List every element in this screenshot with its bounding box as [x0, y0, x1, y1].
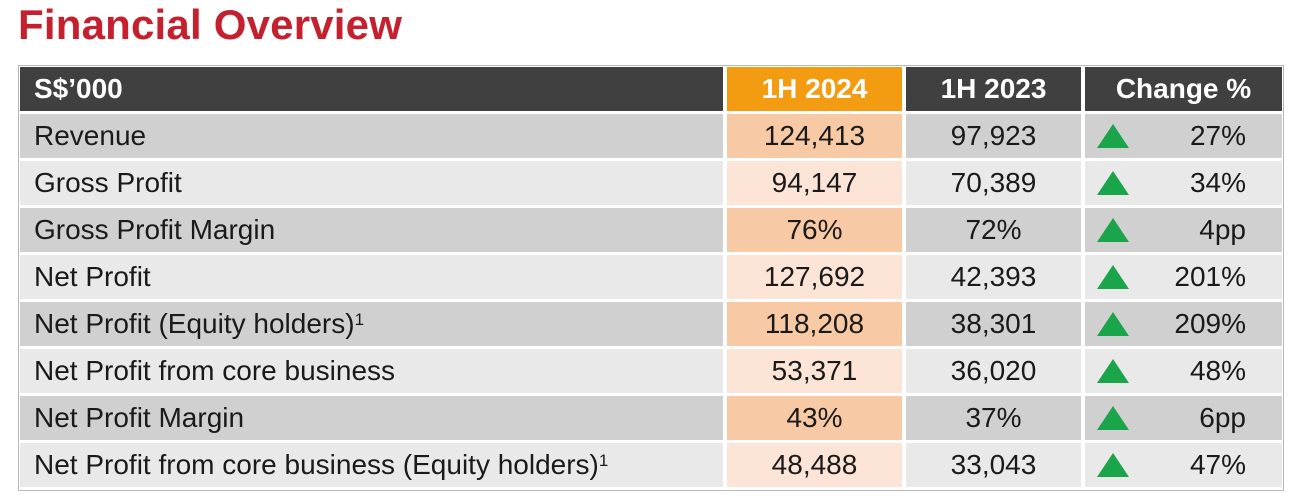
row-label-cell: Net Profit (Equity holders) 1	[20, 302, 723, 346]
triangle-up-icon	[1097, 453, 1129, 477]
row-label-cell: Revenue	[20, 114, 723, 158]
row-prior-value: 70,389	[906, 161, 1081, 205]
row-label: Revenue	[34, 120, 147, 151]
header-change: Change %	[1085, 67, 1282, 111]
financial-table: S$’000 1H 2024 1H 2023 Change % Revenue 1…	[18, 65, 1284, 491]
row-label-cell: Net Profit Margin	[20, 396, 723, 440]
row-change-cell: 34%	[1085, 161, 1282, 205]
row-change-value: 201%	[1174, 261, 1246, 292]
row-current-value: 76%	[727, 208, 902, 252]
row-prior-value: 97,923	[906, 114, 1081, 158]
row-label: Net Profit from core business (Equity ho…	[34, 449, 599, 480]
row-current-value: 53,371	[727, 349, 902, 393]
triangle-up-icon	[1097, 218, 1129, 242]
row-current-value: 127,692	[727, 255, 902, 299]
row-prior-value: 33,043	[906, 443, 1081, 487]
row-prior-value: 72%	[906, 208, 1081, 252]
row-label-cell: Gross Profit Margin	[20, 208, 723, 252]
row-prior-value: 38,301	[906, 302, 1081, 346]
header-current-period: 1H 2024	[727, 67, 902, 111]
row-label-cell: Net Profit from core business	[20, 349, 723, 393]
triangle-up-icon	[1097, 406, 1129, 430]
row-change-value: 209%	[1174, 308, 1246, 339]
row-change-value: 27%	[1189, 120, 1246, 151]
header-prior-period: 1H 2023	[906, 67, 1081, 111]
triangle-up-icon	[1097, 265, 1129, 289]
row-label: Gross Profit Margin	[34, 214, 276, 245]
row-prior-value: 37%	[906, 396, 1081, 440]
row-current-value: 48,488	[727, 443, 902, 487]
row-current-value: 118,208	[727, 302, 902, 346]
row-change-value: 4pp	[1199, 214, 1246, 245]
header-label: S$’000	[20, 67, 723, 111]
row-current-value: 94,147	[727, 161, 902, 205]
triangle-up-icon	[1097, 312, 1129, 336]
row-label: Net Profit (Equity holders)	[34, 308, 355, 339]
row-label-cell: Net Profit from core business (Equity ho…	[20, 443, 723, 487]
page-title: Financial Overview	[18, 1, 403, 48]
row-prior-value: 36,020	[906, 349, 1081, 393]
row-prior-value: 42,393	[906, 255, 1081, 299]
row-label: Net Profit Margin	[34, 402, 245, 433]
row-label: Net Profit	[34, 261, 151, 292]
row-label-cell: Gross Profit	[20, 161, 723, 205]
row-change-cell: 48%	[1085, 349, 1282, 393]
row-label: Net Profit from core business	[34, 355, 396, 386]
row-change-cell: 209%	[1085, 302, 1282, 346]
triangle-up-icon	[1097, 359, 1129, 383]
row-change-value: 47%	[1189, 449, 1246, 480]
row-change-value: 34%	[1189, 167, 1246, 198]
row-current-value: 124,413	[727, 114, 902, 158]
row-change-cell: 27%	[1085, 114, 1282, 158]
row-change-cell: 201%	[1085, 255, 1282, 299]
triangle-up-icon	[1097, 124, 1129, 148]
row-label: Gross Profit	[34, 167, 182, 198]
row-change-value: 48%	[1189, 355, 1246, 386]
row-change-value: 6pp	[1199, 402, 1246, 433]
row-change-cell: 6pp	[1085, 396, 1282, 440]
triangle-up-icon	[1097, 171, 1129, 195]
row-label-cell: Net Profit	[20, 255, 723, 299]
row-current-value: 43%	[727, 396, 902, 440]
row-change-cell: 4pp	[1085, 208, 1282, 252]
row-change-cell: 47%	[1085, 443, 1282, 487]
